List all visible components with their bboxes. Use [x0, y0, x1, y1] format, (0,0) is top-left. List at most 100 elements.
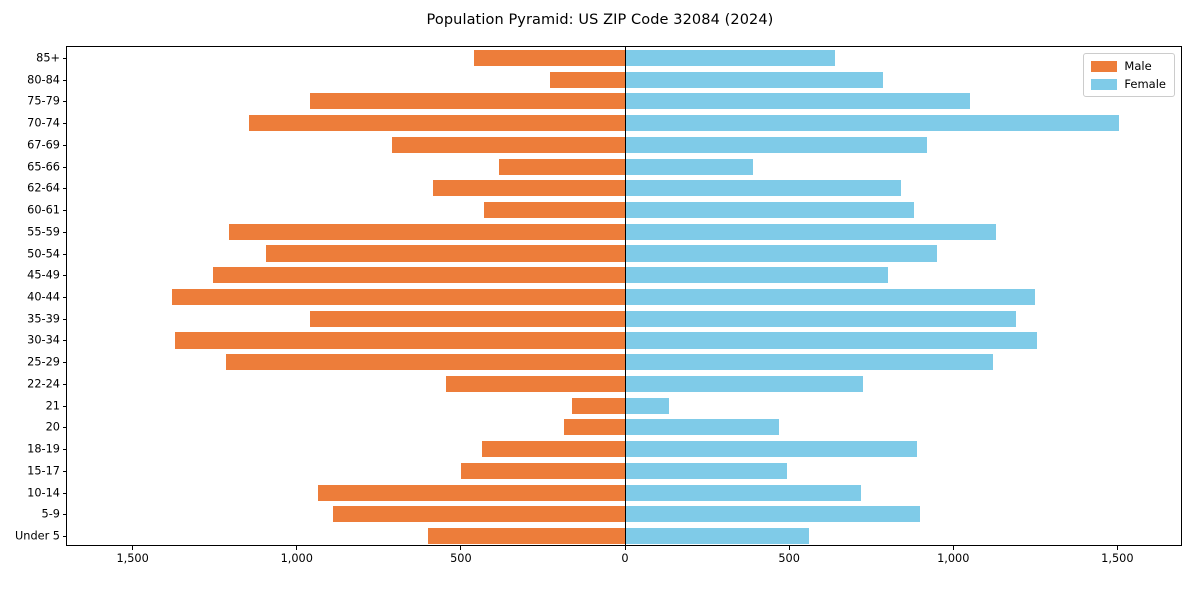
y-tick-mark — [62, 79, 67, 81]
bar-row — [67, 397, 1181, 414]
bar-row — [67, 332, 1181, 349]
legend-item-female[interactable]: Female — [1091, 77, 1166, 91]
bar-female[interactable] — [625, 136, 927, 153]
bar-male[interactable] — [572, 397, 625, 414]
bar-male[interactable] — [498, 158, 625, 175]
legend-item-male[interactable]: Male — [1091, 59, 1166, 73]
bar-female[interactable] — [625, 115, 1119, 132]
bar-male[interactable] — [391, 136, 625, 153]
bar-female[interactable] — [625, 49, 836, 66]
bar-female[interactable] — [625, 528, 809, 545]
bar-row — [67, 310, 1181, 327]
y-tick-label: Under 5 — [15, 529, 60, 543]
legend-swatch-female — [1091, 78, 1118, 90]
y-tick-mark — [62, 340, 67, 342]
y-tick-mark — [62, 57, 67, 59]
bar-male[interactable] — [318, 484, 625, 501]
y-tick-label: 60-61 — [27, 203, 60, 217]
bar-female[interactable] — [625, 375, 863, 392]
bar-male[interactable] — [474, 49, 625, 66]
bar-female[interactable] — [625, 245, 937, 262]
bar-male[interactable] — [249, 115, 625, 132]
chart-title: Population Pyramid: US ZIP Code 32084 (2… — [426, 12, 774, 28]
bar-male[interactable] — [229, 223, 625, 240]
y-tick-mark — [62, 253, 67, 255]
x-tick-mark — [132, 545, 134, 550]
bar-male[interactable] — [332, 506, 625, 523]
x-tick-mark — [1116, 545, 1118, 550]
y-tick-mark — [62, 101, 67, 103]
bar-female[interactable] — [625, 310, 1016, 327]
y-tick-label: 18-19 — [27, 442, 60, 456]
x-tick-label: 0 — [621, 552, 629, 565]
x-tick-label: 500 — [450, 552, 472, 565]
y-tick-label: 20 — [45, 420, 60, 434]
y-tick-mark — [62, 470, 67, 472]
y-tick-mark — [62, 492, 67, 494]
bar-female[interactable] — [625, 288, 1036, 306]
bar-female[interactable] — [625, 419, 780, 436]
y-tick-label: 70-74 — [27, 116, 60, 130]
bar-female[interactable] — [625, 158, 753, 175]
bar-row — [67, 506, 1181, 523]
bar-row — [67, 180, 1181, 197]
y-tick-mark — [62, 514, 67, 516]
y-tick-label: 80-84 — [27, 73, 60, 87]
bar-row — [67, 354, 1181, 371]
x-tick-label: 1,000 — [280, 552, 313, 565]
bar-female[interactable] — [625, 332, 1037, 349]
y-tick-label: 25-29 — [27, 355, 60, 369]
bar-male[interactable] — [175, 332, 625, 349]
bar-male[interactable] — [564, 419, 625, 436]
bar-female[interactable] — [625, 484, 862, 501]
y-tick-mark — [62, 144, 67, 146]
bar-female[interactable] — [625, 93, 970, 110]
bar-row — [67, 288, 1181, 306]
y-tick-mark — [62, 188, 67, 190]
y-tick-label: 67-69 — [27, 138, 60, 152]
bar-female[interactable] — [625, 462, 788, 479]
y-tick-label: 85+ — [36, 51, 60, 65]
bar-female[interactable] — [625, 397, 670, 414]
bar-male[interactable] — [482, 441, 625, 458]
bar-male[interactable] — [549, 71, 625, 88]
bar-male[interactable] — [226, 354, 625, 371]
bar-male[interactable] — [428, 528, 625, 545]
y-tick-mark — [62, 449, 67, 451]
bar-male[interactable] — [265, 245, 625, 262]
x-tick-mark — [296, 545, 298, 550]
y-tick-label: 5-9 — [41, 507, 60, 521]
x-tick-mark — [624, 545, 626, 550]
bar-female[interactable] — [625, 202, 914, 219]
bar-female[interactable] — [625, 223, 996, 240]
y-tick-mark — [62, 427, 67, 429]
bar-female[interactable] — [625, 506, 921, 523]
bar-row — [67, 115, 1181, 132]
y-tick-mark — [62, 231, 67, 233]
bar-male[interactable] — [432, 180, 625, 197]
y-tick-label: 30-34 — [27, 333, 60, 347]
bar-row — [67, 528, 1181, 545]
y-tick-label: 40-44 — [27, 290, 60, 304]
bar-male[interactable] — [483, 202, 625, 219]
bar-female[interactable] — [625, 354, 993, 371]
bar-female[interactable] — [625, 267, 888, 284]
bar-female[interactable] — [625, 71, 883, 88]
chart-legend[interactable]: Male Female — [1083, 53, 1175, 97]
bar-row — [67, 462, 1181, 479]
y-tick-label: 45-49 — [27, 268, 60, 282]
bar-male[interactable] — [172, 288, 625, 306]
bar-male[interactable] — [309, 310, 625, 327]
bar-female[interactable] — [625, 180, 901, 197]
bar-male[interactable] — [213, 267, 625, 284]
bar-female[interactable] — [625, 441, 918, 458]
bar-male[interactable] — [309, 93, 625, 110]
x-tick-label: 500 — [778, 552, 800, 565]
y-tick-label: 55-59 — [27, 225, 60, 239]
bar-male[interactable] — [460, 462, 625, 479]
y-tick-mark — [62, 362, 67, 364]
x-tick-label: 1,500 — [116, 552, 149, 565]
plot-area: 85+ 80-84 75-79 70-74 67-69 65-66 62-64 60-61 55… — [15, 46, 1182, 565]
bar-male[interactable] — [446, 375, 625, 392]
